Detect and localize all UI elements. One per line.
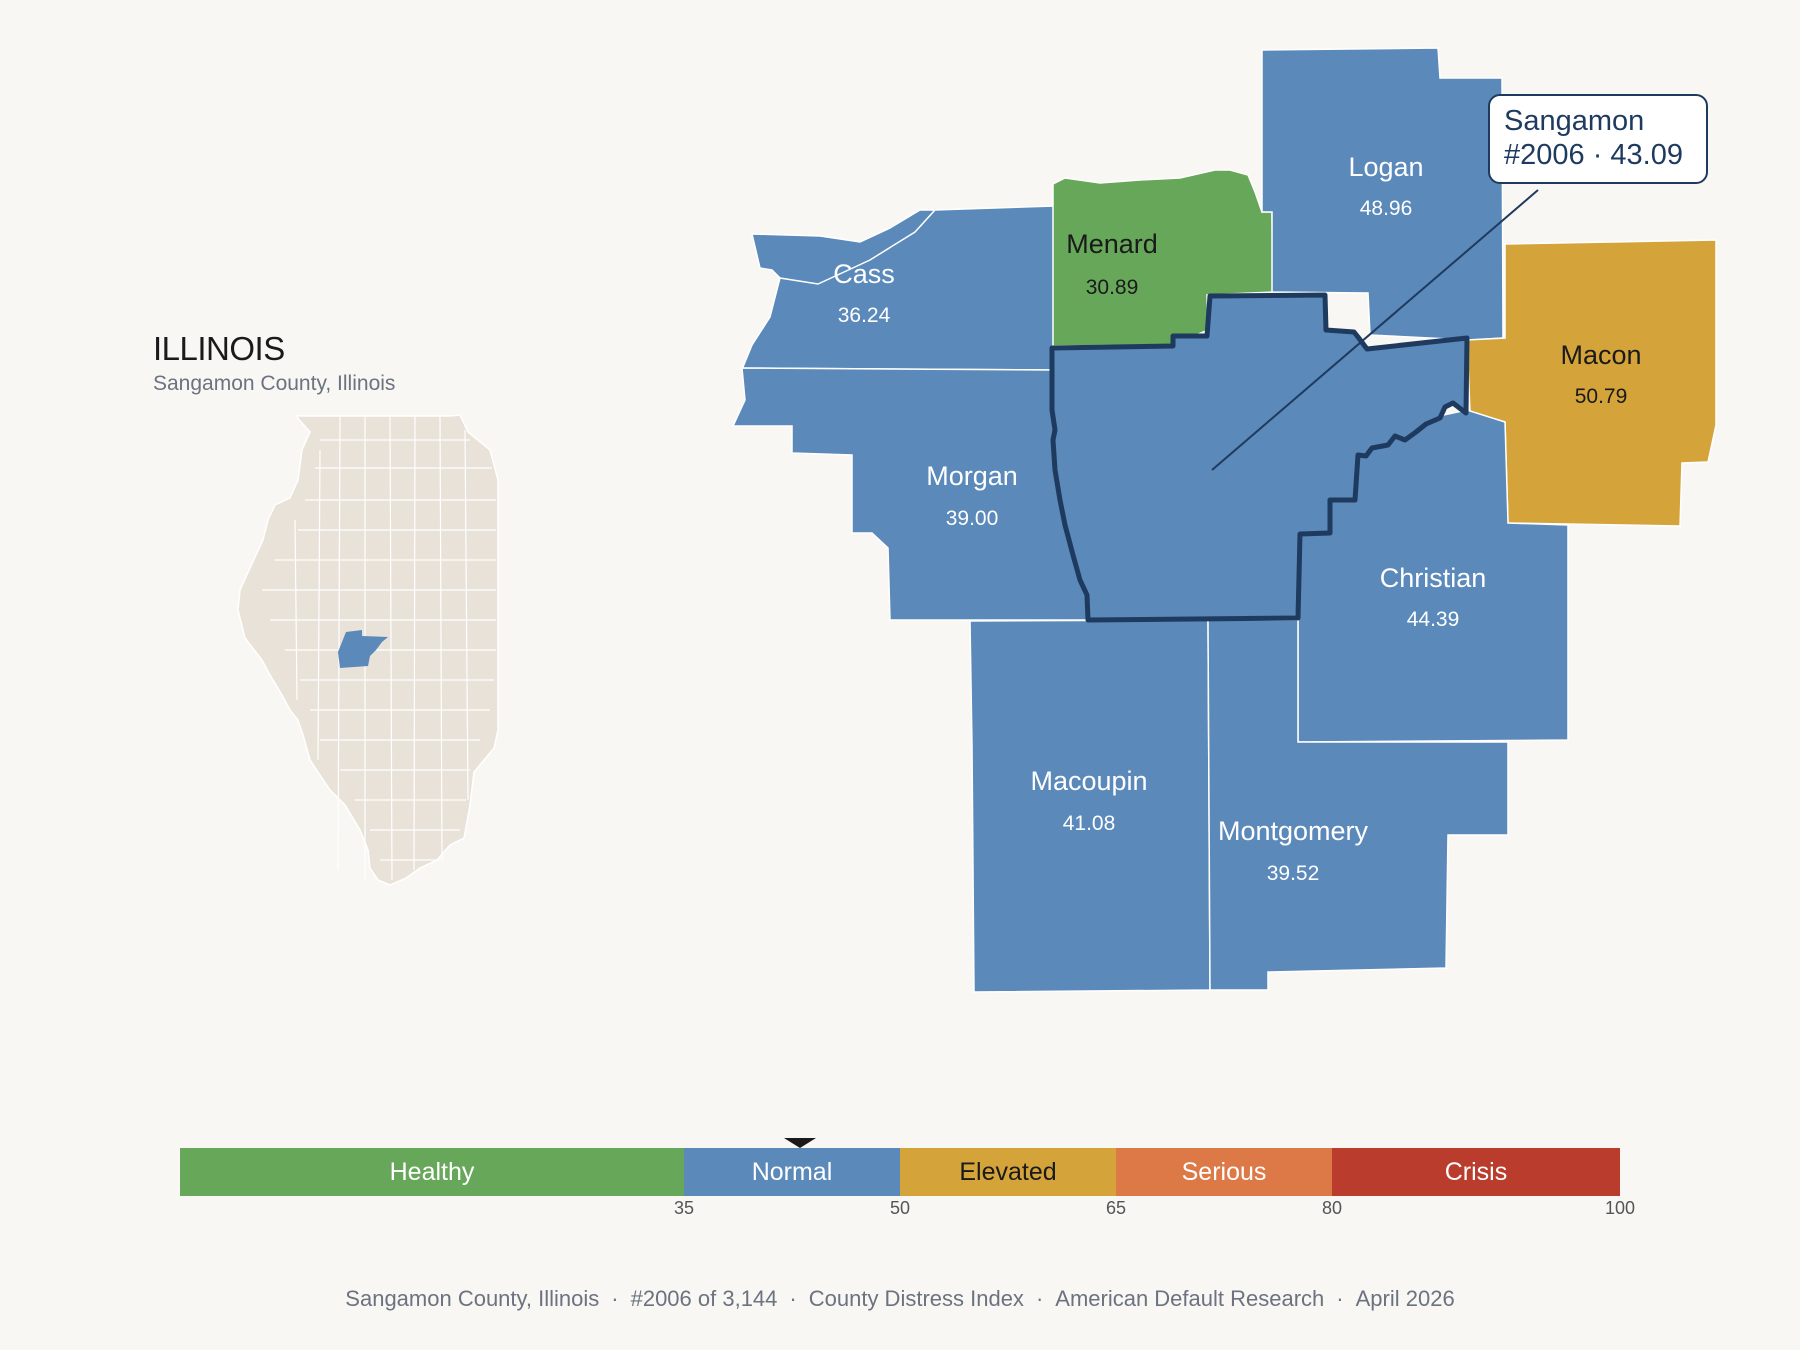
scale-segment-serious: Serious [1116,1148,1332,1196]
county-score-montgomery: 39.52 [1267,862,1320,885]
scale-segment-healthy: Healthy [180,1148,684,1196]
sangamon-callout: Sangamon #2006 · 43.09 [1488,94,1708,184]
footer-separator: · [789,1286,797,1311]
footer-separator: · [1035,1286,1044,1311]
scale-tick: 50 [889,1198,911,1218]
scale-tick: 35 [673,1198,695,1218]
sangamon-inset-highlight [338,630,388,668]
county-label-macoupin: Macoupin [1030,766,1147,796]
footer-date: April 2026 [1355,1286,1455,1311]
callout-rank-score: #2006 · 43.09 [1504,139,1683,171]
county-label-macon: Macon [1560,340,1641,370]
county-label-menard: Menard [1066,229,1158,259]
county-score-macon: 50.79 [1575,385,1628,408]
scale-segment-elevated: Elevated [900,1148,1116,1196]
county-label-morgan: Morgan [926,461,1018,491]
scale-tick: 65 [1105,1198,1127,1218]
footer-location: Sangamon County, Illinois [345,1286,600,1311]
county-macon[interactable] [1466,239,1717,527]
scale-tick: 80 [1321,1198,1343,1218]
footer-separator: · [1336,1286,1344,1311]
county-morgan[interactable] [731,367,1089,621]
scale-segment-normal: Normal [684,1148,900,1196]
county-cass[interactable] [740,205,1056,371]
illinois-inset-map [237,414,499,886]
county-score-christian: 44.39 [1407,608,1460,631]
county-label-logan: Logan [1348,152,1423,182]
callout-leader-line [1211,189,1539,471]
county-score-logan: 48.96 [1360,197,1413,220]
scale-tick: 100 [1604,1198,1636,1218]
county-score-morgan: 39.00 [946,507,999,530]
inset-title: ILLINOIS [153,330,285,367]
county-sangamon[interactable] [1049,292,1470,623]
distress-scale-bar: Healthy Normal Elevated Serious Crisis [180,1148,1620,1196]
inset-subtitle: Sangamon County, Illinois [153,372,396,395]
county-score-macoupin: 41.08 [1063,812,1116,835]
footer-caption: Sangamon County, Illinois · #2006 of 3,144… [0,1286,1800,1312]
footer-index-name: County Distress Index [808,1286,1024,1311]
county-logan[interactable] [1261,47,1504,341]
footer-separator: · [611,1286,619,1311]
callout-county-name: Sangamon [1504,105,1645,137]
county-label-cass: Cass [833,259,895,289]
county-montgomery[interactable] [1207,619,1509,991]
county-score-menard: 30.89 [1086,276,1139,299]
county-score-cass: 36.24 [838,304,891,327]
county-label-christian: Christian [1380,563,1487,593]
county-macoupin[interactable] [969,619,1211,993]
scale-segment-crisis: Crisis [1332,1148,1620,1196]
footer-rank: #2006 of 3,144 [630,1286,778,1311]
footer-source: American Default Research [1055,1286,1325,1311]
scale-marker-icon [784,1138,817,1148]
county-label-montgomery: Montgomery [1218,816,1369,846]
